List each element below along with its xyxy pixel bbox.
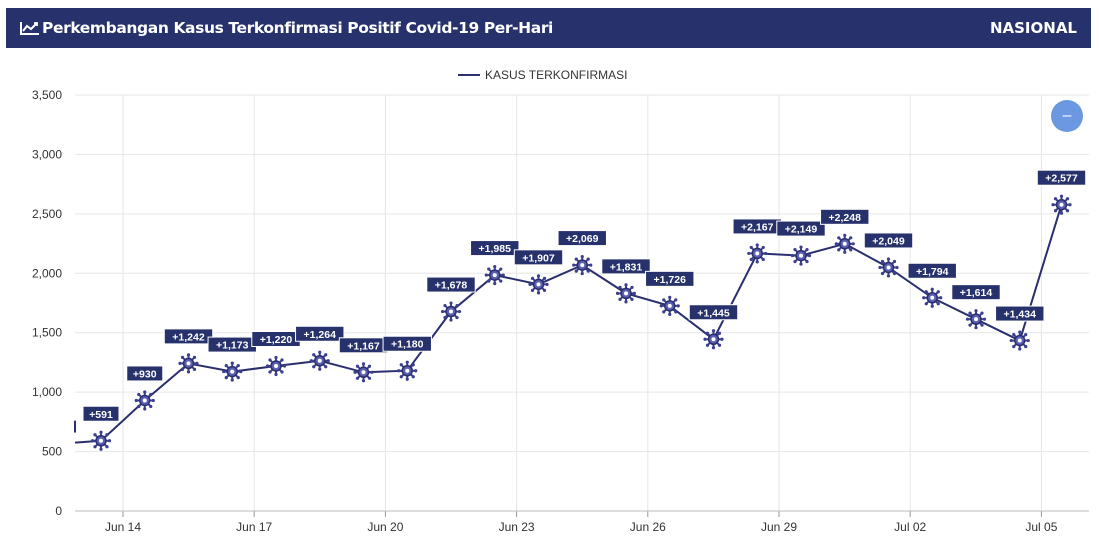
virus-marker-icon[interactable] <box>1051 194 1072 215</box>
data-label: +1,242 <box>172 331 205 343</box>
x-tick-label: Jul 05 <box>1025 520 1057 534</box>
data-label-box <box>513 249 564 266</box>
data-label-box <box>163 328 214 345</box>
y-tick-label: 500 <box>42 445 62 459</box>
data-label-box <box>863 232 914 249</box>
virus-marker-icon[interactable] <box>309 350 330 371</box>
data-label: +2,069 <box>566 233 599 245</box>
data-label: +2,167 <box>741 221 774 233</box>
x-tick-label: Jun 14 <box>105 520 141 534</box>
data-label-box <box>776 220 826 237</box>
data-label: +1,726 <box>654 274 687 286</box>
data-label-box <box>951 284 1001 301</box>
data-label-box <box>82 405 120 422</box>
virus-marker-icon[interactable] <box>878 257 899 278</box>
virus-marker-icon[interactable] <box>922 287 943 308</box>
data-label: +2,049 <box>872 235 905 247</box>
y-tick-label: 1,500 <box>32 326 62 340</box>
data-label: +1,907 <box>522 252 555 264</box>
virus-marker-icon[interactable] <box>659 295 680 316</box>
virus-marker-icon[interactable] <box>265 355 287 377</box>
y-tick-label: 1,000 <box>32 385 62 399</box>
data-label-box <box>126 365 164 382</box>
data-label: +1,445 <box>697 307 730 319</box>
virus-marker-icon[interactable] <box>397 360 418 381</box>
data-label-box <box>907 262 957 279</box>
virus-marker-icon[interactable] <box>965 309 987 330</box>
data-label: +1,434 <box>1004 309 1037 321</box>
chart-title: Perkembangan Kasus Terkonfirmasi Positif… <box>42 19 553 37</box>
chart-area: 0 500 1,000 1,500 2,000 2,500 3,000 3,500 Jun 14… <box>0 55 1099 551</box>
minus-icon: – <box>1062 107 1072 124</box>
x-tick-label: Jun 26 <box>630 520 666 534</box>
virus-marker-icon[interactable] <box>1009 330 1030 351</box>
data-label: +1,220 <box>260 334 293 346</box>
virus-marker-icon[interactable] <box>353 362 374 383</box>
data-label: +1,678 <box>435 280 468 292</box>
virus-marker-icon[interactable] <box>747 243 768 264</box>
x-tick-label: Jun 17 <box>236 520 272 534</box>
line-chart: 0 500 1,000 1,500 2,000 2,500 3,000 3,500 Jun 14… <box>32 68 1089 534</box>
data-label-box <box>426 276 476 293</box>
data-label: +2,149 <box>785 224 818 236</box>
data-label-box <box>382 335 432 352</box>
virus-marker-icon[interactable] <box>790 245 812 266</box>
data-label: +1,180 <box>391 339 424 351</box>
virus-marker-icon[interactable] <box>834 233 855 254</box>
virus-marker-icon[interactable] <box>90 430 112 451</box>
data-label-box <box>1036 169 1087 186</box>
data-label: +1,173 <box>216 340 249 352</box>
virus-marker-icon[interactable] <box>222 361 243 382</box>
header-title-group: Perkembangan Kasus Terkonfirmasi Positif… <box>20 19 553 37</box>
virus-marker-icon[interactable] <box>440 301 462 322</box>
x-tick-label: Jun 23 <box>499 520 535 534</box>
data-label-box <box>295 325 345 342</box>
chart-header: Perkembangan Kasus Terkonfirmasi Positif… <box>6 8 1091 48</box>
legend-label: KASUS TERKONFIRMASI <box>485 68 627 82</box>
data-label-box <box>601 258 651 275</box>
x-tick-label: Jun 20 <box>367 520 403 534</box>
line-chart-icon <box>20 22 39 35</box>
y-tick-label: 3,500 <box>32 88 62 102</box>
virus-marker-icon[interactable] <box>178 353 199 374</box>
data-label: +1,614 <box>960 287 993 299</box>
y-tick-label: 2,000 <box>32 266 62 280</box>
data-label: +2,248 <box>829 212 862 224</box>
y-tick-label: 3,000 <box>32 147 62 161</box>
scope-label[interactable]: NASIONAL <box>989 19 1077 37</box>
x-tick-label: Jun 29 <box>761 520 797 534</box>
data-label: +1,831 <box>610 261 643 273</box>
y-tick-label: 2,500 <box>32 207 62 221</box>
data-label-box <box>557 230 607 247</box>
data-label-box <box>688 304 739 321</box>
data-label: +591 <box>89 409 113 421</box>
virus-marker-icon[interactable] <box>703 329 724 350</box>
data-label-box <box>470 240 520 257</box>
data-label: +1,167 <box>347 340 380 352</box>
virus-marker-icon[interactable] <box>528 274 549 295</box>
virus-marker-icon[interactable] <box>484 264 505 286</box>
zoom-out-button[interactable]: – <box>1051 100 1083 132</box>
data-label-box <box>995 305 1045 322</box>
y-tick-label: 0 <box>55 504 62 518</box>
virus-marker-icon[interactable] <box>572 254 593 276</box>
data-label-box <box>645 270 695 287</box>
data-label: +1,264 <box>304 329 337 341</box>
data-label: +1,985 <box>479 243 512 255</box>
x-tick-label: Jul 02 <box>894 520 926 534</box>
data-label: +1,794 <box>916 266 949 278</box>
data-label-box <box>820 208 870 225</box>
virus-marker-icon[interactable] <box>134 390 155 411</box>
data-label: +930 <box>133 368 157 380</box>
virus-marker-icon[interactable] <box>615 283 637 304</box>
data-label: +2,577 <box>1045 173 1078 185</box>
